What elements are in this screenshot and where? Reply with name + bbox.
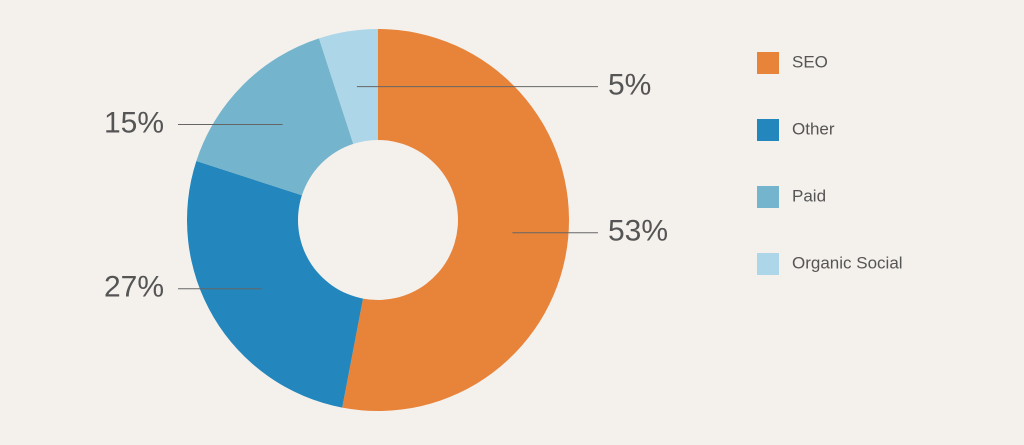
- slice: [318, 29, 378, 144]
- data-label: 27%: [104, 271, 164, 304]
- legend-swatch: [757, 52, 779, 74]
- legend-label: Organic Social: [792, 253, 903, 272]
- slice: [196, 38, 354, 196]
- legend-swatch: [757, 186, 779, 208]
- data-label: 5%: [608, 69, 651, 102]
- slice: [342, 29, 569, 411]
- data-label: 15%: [104, 106, 164, 139]
- slice: [187, 160, 364, 408]
- legend-swatch: [757, 253, 779, 275]
- legend-label: Other: [792, 119, 835, 138]
- data-label: 53%: [608, 215, 668, 248]
- legend-label: Paid: [792, 186, 826, 205]
- legend-swatch: [757, 119, 779, 141]
- legend-label: SEO: [792, 52, 828, 71]
